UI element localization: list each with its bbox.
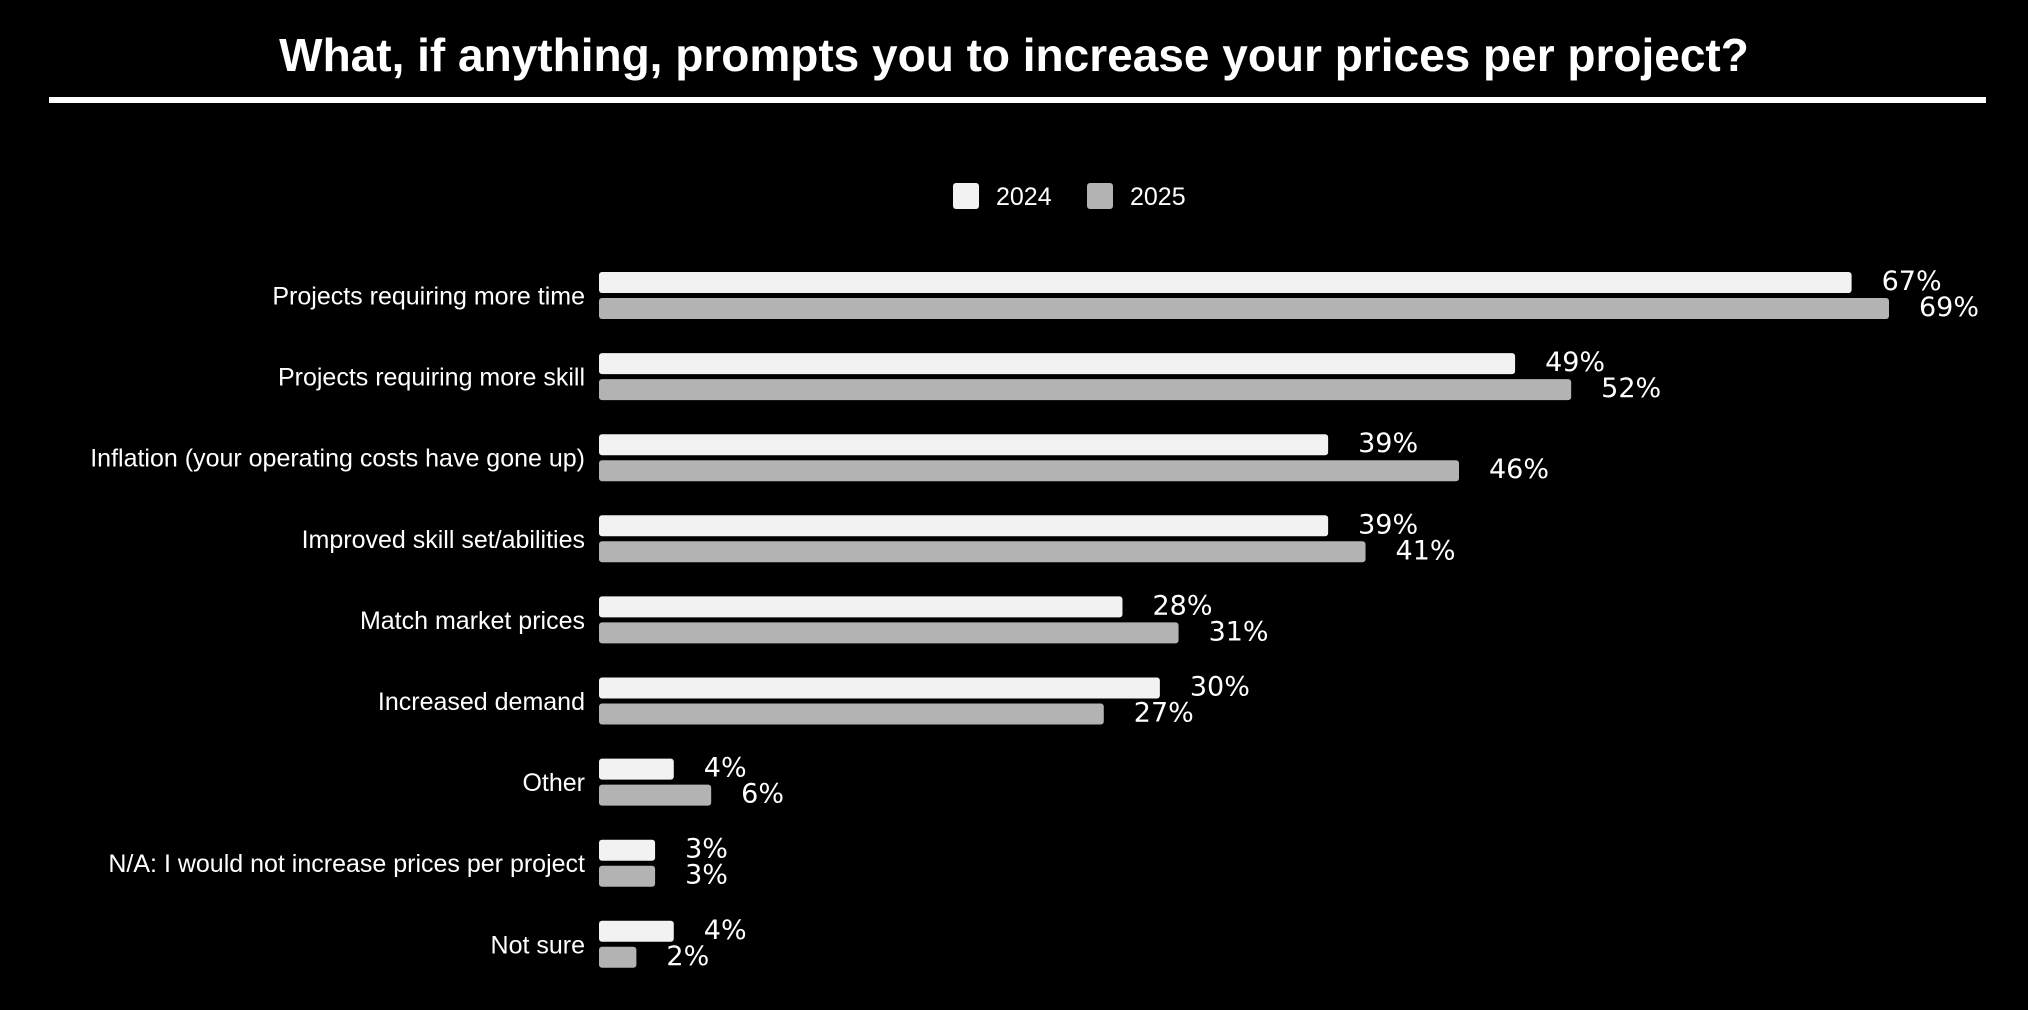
value-labels: 67%69%49%52%39%46%39%41%28%31%30%27%4%6%… xyxy=(666,266,1979,972)
category-label: Improved skill set/abilities xyxy=(302,526,585,554)
category-label: Projects requiring more skill xyxy=(278,364,585,392)
legend-swatch-2024 xyxy=(953,183,979,209)
bar-2025 xyxy=(599,298,1889,319)
value-label-2025: 2% xyxy=(666,941,709,972)
category-label: N/A: I would not increase prices per pro… xyxy=(108,850,585,878)
category-labels: Projects requiring more time Projects req… xyxy=(90,283,585,960)
bar-2025 xyxy=(599,622,1179,644)
value-label-2025: 6% xyxy=(741,779,784,810)
value-label-2024: 39% xyxy=(1358,509,1418,540)
bar-2025 xyxy=(599,541,1366,563)
value-label-2024: 28% xyxy=(1152,590,1212,621)
bar-2024 xyxy=(599,272,1852,293)
value-label-2025: 3% xyxy=(685,860,728,891)
category-label: Not sure xyxy=(491,931,585,959)
value-label-2024: 4% xyxy=(704,753,747,784)
bar-2024 xyxy=(599,515,1329,537)
category-label: Projects requiring more time xyxy=(272,283,585,311)
category-label: Match market prices xyxy=(360,607,585,635)
value-label-2025: 69% xyxy=(1919,292,1979,323)
bar-2025 xyxy=(599,379,1572,401)
value-label-2025: 46% xyxy=(1489,454,1549,485)
chart-legend: 2024 2025 xyxy=(953,183,1186,211)
value-label-2025: 31% xyxy=(1209,616,1269,647)
bar-2025 xyxy=(599,460,1459,482)
bars xyxy=(599,272,1889,968)
value-label-2024: 49% xyxy=(1545,347,1605,378)
value-label-2025: 52% xyxy=(1601,373,1661,404)
bar-2024 xyxy=(599,839,656,861)
bar-2024 xyxy=(599,920,674,942)
bar-2024 xyxy=(599,677,1160,699)
legend-label-2025: 2025 xyxy=(1130,183,1186,211)
title-divider xyxy=(49,97,1986,103)
bar-2024 xyxy=(599,434,1329,456)
value-label-2024: 30% xyxy=(1190,672,1250,703)
category-label: Increased demand xyxy=(378,688,585,716)
bar-2025 xyxy=(599,946,637,968)
value-label-2025: 41% xyxy=(1396,535,1456,566)
value-label-2025: 27% xyxy=(1134,698,1194,729)
legend-swatch-2025 xyxy=(1087,183,1113,209)
bar-2025 xyxy=(599,703,1104,725)
bar-2024 xyxy=(599,353,1516,375)
value-label-2024: 67% xyxy=(1882,266,1942,297)
value-label-2024: 39% xyxy=(1358,428,1418,459)
bar-2025 xyxy=(599,784,712,806)
bar-2024 xyxy=(599,596,1123,618)
category-label: Inflation (your operating costs have gon… xyxy=(90,445,585,473)
chart-title: What, if anything, prompts you to increa… xyxy=(279,29,1749,81)
bar-2025 xyxy=(599,865,656,887)
legend-label-2024: 2024 xyxy=(996,183,1052,211)
value-label-2024: 3% xyxy=(685,834,728,865)
category-label: Other xyxy=(522,769,585,797)
value-label-2024: 4% xyxy=(704,915,747,946)
bar-2024 xyxy=(599,758,674,780)
